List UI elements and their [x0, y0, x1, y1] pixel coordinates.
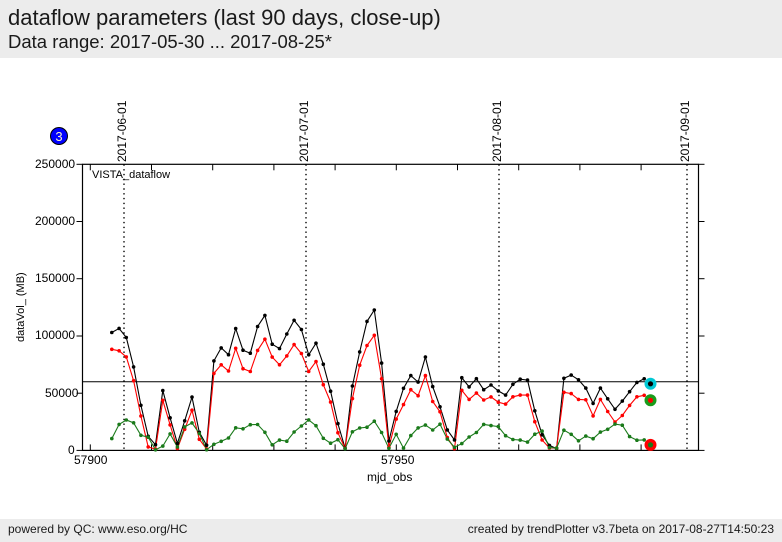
svg-text:VISTA_dataflow: VISTA_dataflow — [92, 169, 170, 181]
